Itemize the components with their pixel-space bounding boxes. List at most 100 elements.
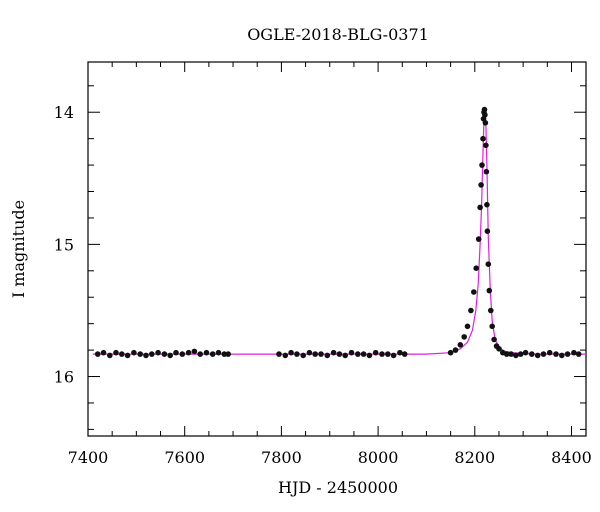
- y-tick-label: 14: [54, 103, 74, 122]
- x-tick-label: 7400: [68, 448, 109, 467]
- data-point: [379, 351, 385, 357]
- data-point: [559, 352, 565, 359]
- data-point: [397, 349, 403, 356]
- data-point: [475, 236, 482, 242]
- y-tick-labels: 14 15 16: [54, 103, 74, 386]
- data-point: [553, 351, 559, 357]
- data-point: [179, 351, 186, 357]
- x-axis-label: HJD - 2450000: [278, 478, 398, 497]
- data-point: [107, 352, 113, 359]
- data-points-layer: [94, 106, 582, 359]
- data-point: [486, 287, 493, 294]
- data-point: [294, 351, 300, 357]
- data-point: [173, 349, 179, 356]
- x-tick-label: 7600: [164, 448, 205, 467]
- data-point: [457, 342, 464, 348]
- data-point: [372, 349, 379, 356]
- data-point: [100, 349, 107, 356]
- data-point: [503, 351, 510, 357]
- data-point: [149, 351, 155, 357]
- data-point: [478, 182, 484, 188]
- data-point: [508, 351, 514, 357]
- data-point: [348, 349, 355, 356]
- data-point: [137, 351, 143, 357]
- plot-frame: [87, 61, 587, 437]
- plot-area: [87, 61, 587, 437]
- data-point: [225, 351, 231, 357]
- data-point: [143, 352, 149, 359]
- data-point: [276, 351, 282, 357]
- data-point: [203, 349, 210, 356]
- model-curve: [92, 108, 586, 355]
- chart-title: OGLE-2018-BLG-0371: [247, 25, 429, 44]
- data-point: [496, 346, 502, 352]
- data-point: [197, 351, 203, 357]
- data-point: [288, 349, 294, 356]
- data-point: [366, 352, 373, 359]
- x-tick-label: 8200: [454, 448, 495, 467]
- data-point: [185, 349, 192, 356]
- data-point: [481, 106, 488, 113]
- data-point: [167, 352, 173, 359]
- data-point: [464, 323, 471, 330]
- data-point: [155, 349, 161, 356]
- data-point: [484, 201, 490, 208]
- data-point: [209, 351, 216, 357]
- data-point: [477, 204, 483, 211]
- data-point: [312, 351, 319, 357]
- data-point: [534, 352, 541, 359]
- data-point: [482, 112, 488, 118]
- data-point: [452, 347, 459, 353]
- data-point: [489, 323, 496, 330]
- data-point: [300, 352, 307, 359]
- data-point: [564, 351, 571, 357]
- data-point: [131, 349, 137, 356]
- y-tick-label: 15: [54, 235, 74, 254]
- data-point: [390, 352, 397, 359]
- data-point: [483, 168, 490, 175]
- data-point: [540, 351, 547, 357]
- x-tick-label: 7800: [261, 448, 302, 467]
- data-point: [471, 289, 477, 295]
- data-point: [461, 334, 468, 340]
- axis-ticks: [87, 62, 586, 436]
- data-point: [517, 351, 524, 357]
- y-tick-label: 16: [54, 368, 74, 387]
- data-point: [221, 351, 228, 357]
- data-point: [342, 352, 349, 359]
- data-point: [336, 351, 343, 357]
- data-point: [282, 352, 289, 359]
- data-point: [529, 351, 535, 357]
- x-tick-label: 8000: [358, 448, 399, 467]
- data-point: [546, 349, 553, 356]
- data-point: [447, 349, 454, 356]
- data-point: [330, 349, 337, 356]
- data-point: [468, 307, 474, 314]
- x-tick-label: 8400: [551, 448, 592, 467]
- model-curve-layer: [92, 108, 586, 355]
- data-point: [360, 351, 367, 357]
- data-point: [513, 352, 519, 359]
- data-point: [113, 349, 119, 356]
- data-point: [191, 348, 198, 355]
- data-point: [306, 349, 313, 356]
- data-point: [571, 349, 577, 356]
- data-point: [473, 265, 480, 272]
- data-point: [522, 349, 529, 356]
- data-point: [161, 351, 168, 357]
- data-point: [485, 261, 492, 268]
- data-point: [124, 352, 131, 359]
- data-point: [484, 228, 491, 234]
- data-point: [318, 351, 324, 357]
- data-point: [483, 142, 489, 149]
- data-point: [385, 351, 391, 357]
- data-point: [482, 120, 489, 126]
- data-point: [491, 336, 497, 343]
- data-point: [479, 162, 485, 168]
- data-point: [215, 349, 222, 356]
- data-point: [94, 351, 101, 357]
- y-axis-label: I magnitude: [9, 200, 28, 298]
- data-point: [488, 307, 494, 314]
- data-point: [575, 351, 582, 357]
